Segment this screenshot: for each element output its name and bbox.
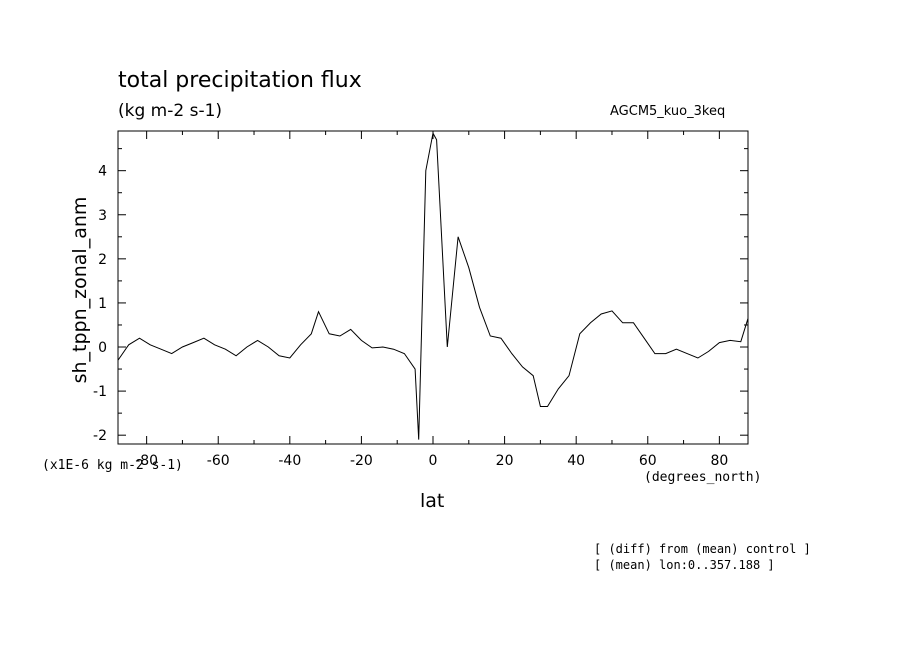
y-scale-note: (x1E-6 kg m-2 s-1)	[42, 458, 183, 473]
x-tick-label: -80	[135, 453, 158, 469]
y-tick-label: 1	[98, 296, 107, 312]
x-tick-label: -40	[278, 453, 301, 469]
x-tick-label: 40	[567, 453, 585, 469]
note-diff: [ (diff) from (mean) control ]	[594, 542, 811, 556]
y-tick-label: -2	[93, 428, 107, 444]
y-tick-label: 2	[98, 252, 107, 268]
x-tick-label: 20	[496, 453, 514, 469]
chart-subtitle: (kg m-2 s-1)	[118, 101, 223, 121]
x-axis-label: lat	[420, 490, 445, 512]
y-tick-label: -1	[93, 384, 107, 400]
x-tick-label: 60	[639, 453, 657, 469]
series-line-0	[118, 131, 748, 440]
run-label: AGCM5_kuo_3keq	[610, 104, 726, 119]
y-tick-label: 0	[98, 340, 107, 356]
y-tick-label: 3	[98, 208, 107, 224]
x-tick-label: -20	[350, 453, 373, 469]
note-mean-lon: [ (mean) lon:0..357.188 ]	[594, 558, 775, 572]
y-tick-label: 4	[98, 164, 107, 180]
x-tick-label: 0	[429, 453, 438, 469]
chart-title: total precipitation flux	[118, 68, 362, 93]
x-units-label: (degrees_north)	[644, 470, 762, 485]
plot-frame	[117, 130, 749, 445]
x-tick-label: -60	[207, 453, 230, 469]
x-tick-label: 80	[710, 453, 728, 469]
